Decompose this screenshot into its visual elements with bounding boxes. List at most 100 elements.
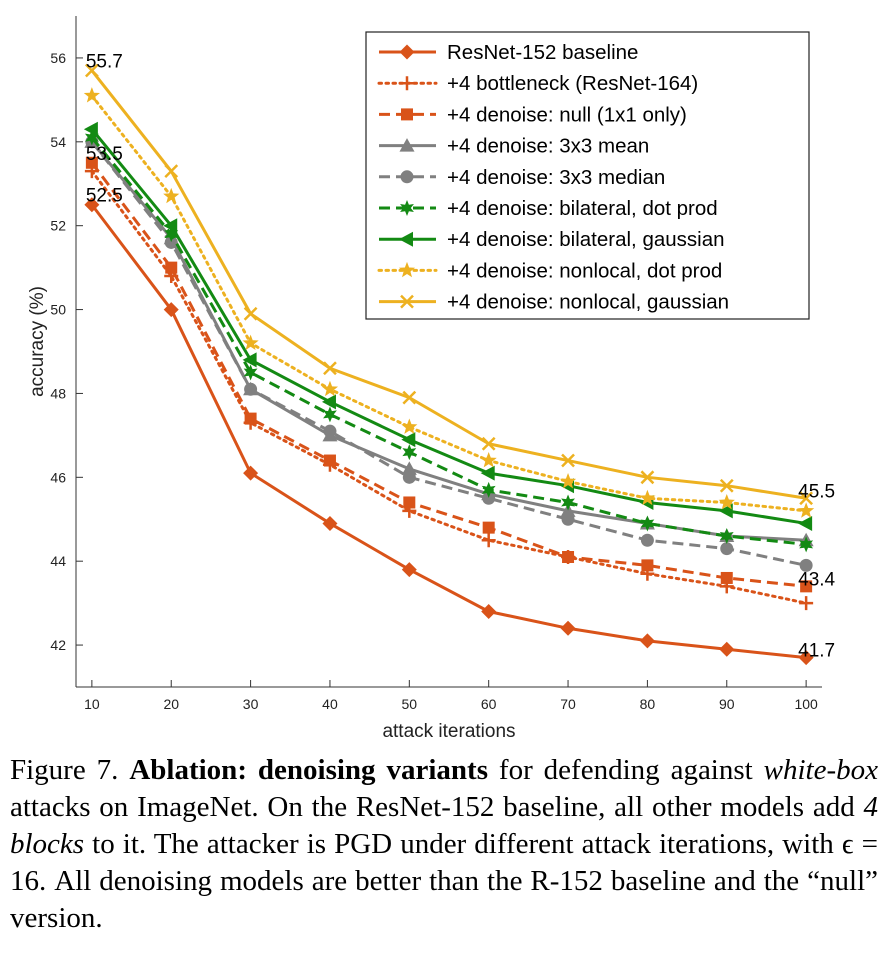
legend: ResNet-152 baseline +4 bottleneck (ResNet… (365, 31, 810, 320)
figure-caption: Figure 7. Ablation: denoising variants f… (10, 752, 878, 937)
series-point (321, 394, 336, 410)
legend-label: +4 denoise: bilateral, gaussian (447, 228, 725, 251)
legend-label: +4 denoise: null (1x1 only) (447, 103, 687, 126)
series-point (799, 491, 814, 506)
series-point (481, 436, 496, 451)
x-tick-label: 90 (719, 696, 735, 712)
series-point (639, 489, 656, 506)
data-annotation: 43.4 (798, 569, 835, 590)
series-point (719, 528, 734, 545)
y-tick-label: 56 (50, 50, 66, 66)
x-tick-label: 60 (481, 696, 497, 712)
legend-entry: +4 denoise: bilateral, dot prod (379, 197, 718, 220)
series-point (562, 550, 575, 563)
series-point (165, 261, 178, 274)
series-point (481, 533, 496, 548)
legend-marker (399, 44, 415, 60)
series-point (84, 129, 99, 146)
caption-italic-1: white-box (763, 754, 879, 786)
legend-marker (399, 231, 413, 247)
caption-text-3: to it. The attacker is PGD under differe… (10, 828, 878, 934)
x-tick-label: 100 (794, 696, 818, 712)
series-point (402, 444, 417, 461)
series-point (798, 650, 814, 666)
y-tick-label: 44 (50, 553, 66, 569)
series-point (640, 515, 655, 532)
y-tick-label: 50 (50, 302, 66, 318)
legend-marker (398, 261, 416, 278)
series-point (561, 512, 575, 526)
x-tick-label: 70 (560, 696, 576, 712)
series-point (242, 352, 257, 368)
y-tick-label: 48 (50, 385, 66, 401)
series-line (90, 128, 807, 525)
legend-entry: +4 denoise: bilateral, gaussian (379, 228, 725, 251)
figure-label: Figure 7. (10, 754, 119, 786)
legend-label: +4 denoise: 3x3 median (447, 166, 665, 189)
series-point (83, 87, 100, 103)
data-annotation: 41.7 (798, 641, 835, 662)
x-axis-title: attack iterations (382, 721, 515, 742)
series-point (401, 432, 416, 448)
series-point (719, 641, 735, 657)
series-point (800, 580, 813, 593)
y-tick-label: 52 (50, 218, 66, 234)
series-line (90, 94, 808, 513)
series-line (90, 140, 807, 567)
line-chart: 10 20 30 40 50 60 70 80 90 100 42 44 46 48 50 52 54 56 att… (27, 16, 836, 742)
legend-entry: +4 denoise: 3x3 mean (379, 135, 649, 158)
legend-marker (400, 170, 414, 184)
y-axis-title: accuracy (%) (27, 286, 48, 397)
series-point (402, 390, 417, 405)
caption-text-1: for defending against (488, 754, 764, 786)
legend-label: ResNet-152 baseline (447, 41, 638, 64)
series-point (164, 164, 179, 179)
legend-marker (400, 76, 414, 91)
series-line (90, 161, 807, 588)
series-line (90, 203, 807, 660)
legend-entry: +4 denoise: 3x3 median (379, 166, 665, 189)
data-annotation: 55.7 (86, 52, 123, 73)
series-point (481, 604, 497, 620)
legend-label: +4 denoise: nonlocal, dot prod (447, 259, 722, 282)
series-7 (83, 87, 815, 518)
data-annotation: 53.5 (86, 144, 123, 165)
legend-label: +4 bottleneck (ResNet-164) (447, 72, 698, 95)
series-point (480, 452, 497, 468)
data-annotation: 45.5 (798, 481, 835, 502)
series-point (163, 187, 180, 204)
series-point (403, 496, 416, 509)
series-point (719, 478, 734, 493)
legend-entry: +4 bottleneck (ResNet-164) (377, 72, 698, 95)
series-point (561, 494, 575, 511)
series-point (640, 533, 654, 547)
series-point (482, 521, 495, 534)
series-point (84, 63, 99, 78)
series-point (639, 633, 655, 649)
series-4 (85, 135, 813, 572)
legend-label: +4 denoise: nonlocal, gaussian (447, 291, 729, 314)
legend-entry: +4 denoise: null (1x1 only) (379, 103, 687, 126)
series-point (243, 306, 258, 321)
series-point (242, 334, 259, 350)
series-5 (84, 129, 814, 553)
legend-label: +4 denoise: 3x3 mean (447, 135, 649, 158)
series-point (83, 121, 98, 137)
legend-marker (400, 200, 414, 216)
series-point (401, 562, 417, 578)
legend-marker (401, 108, 413, 121)
series-point (244, 412, 257, 425)
series-2 (85, 156, 813, 593)
series-point (480, 465, 495, 481)
caption-italic-2: 4 blocks (10, 791, 878, 860)
series-point (164, 235, 178, 249)
series-point (84, 197, 100, 213)
x-tick-label: 20 (163, 696, 179, 712)
series-point (163, 302, 179, 318)
series-8 (84, 63, 814, 506)
x-tick-label: 40 (322, 696, 338, 712)
y-tick-label: 42 (50, 637, 66, 653)
legend-entry: +4 denoise: nonlocal, gaussian (379, 291, 729, 314)
series-0 (84, 197, 814, 666)
series-line (90, 69, 807, 500)
